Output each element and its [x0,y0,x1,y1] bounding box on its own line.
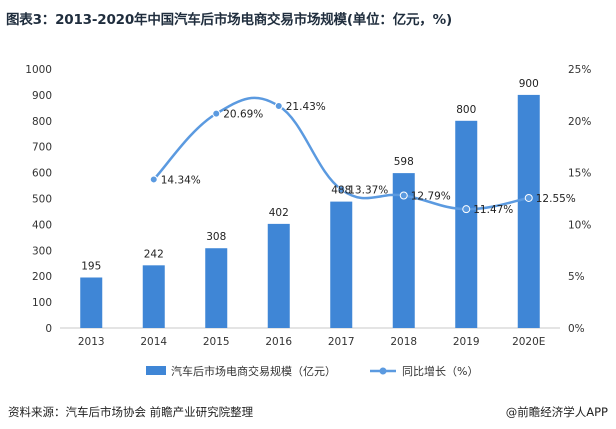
bar [517,94,540,329]
growth-data-label: 13.37% [348,184,388,196]
x-tick-label: 2015 [203,336,230,348]
bar-data-label: 900 [519,78,539,90]
growth-point [274,101,283,110]
growth-point [149,175,158,184]
line-layer [149,96,533,214]
bar-data-label: 308 [206,231,226,243]
y-right-tick-label: 0% [568,323,585,335]
bar [205,248,228,328]
y-right-tick-label: 5% [568,271,585,283]
bar [330,201,353,328]
bar-data-label: 800 [456,104,476,116]
legend-label-bar: 汽车后市场电商交易规模（亿元） [171,364,336,378]
growth-data-label: 20.69% [223,109,263,121]
bar [80,277,103,328]
growth-data-label: 11.47% [473,204,513,216]
legend-swatch-bar [146,366,166,375]
axes-layer: 010020030040050060070080090010000%5%10%1… [25,64,591,348]
y-left-tick-label: 100 [32,297,52,309]
y-right-tick-label: 25% [568,64,591,76]
y-right-tick-label: 15% [568,168,591,180]
growth-data-label: 12.79% [411,190,451,202]
y-right-tick-label: 10% [568,219,591,231]
y-left-tick-label: 900 [32,90,52,102]
y-left-tick-label: 0 [45,323,52,335]
bar-data-label: 488 [331,185,351,197]
y-left-tick-label: 800 [32,116,52,128]
bars-layer [80,94,540,329]
x-tick-label: 2018 [390,336,417,348]
x-tick-label: 2019 [453,336,480,348]
y-right-tick-label: 20% [568,116,591,128]
legend-swatch-line-marker [379,367,387,375]
growth-point [399,191,408,200]
growth-data-label: 14.34% [161,174,201,186]
bar-data-label: 195 [81,260,101,272]
bar-data-label: 598 [394,156,414,168]
bar [455,120,478,328]
bar-data-label: 242 [144,248,164,260]
bar [267,223,290,328]
bar-data-label: 402 [269,207,289,219]
x-tick-label: 2014 [140,336,167,348]
x-tick-label: 2017 [328,336,355,348]
growth-point [212,109,221,118]
credit-note: @前瞻经济学人APP [505,405,608,419]
y-left-tick-label: 1000 [25,64,52,76]
bar [392,173,415,328]
y-left-tick-label: 600 [32,168,52,180]
chart-title: 图表3：2013-2020年中国汽车后市场电商交易市场规模(单位：亿元，%) [6,12,452,28]
legend-layer: 汽车后市场电商交易规模（亿元） 同比增长（%） [146,364,478,378]
growth-data-label: 12.55% [536,193,576,205]
labels-layer: 195 242 308 402 488 598 800 900 14.34% 20.69% 21.4… [81,78,576,273]
x-tick-label: 2013 [78,336,105,348]
source-note: 资料来源：汽车后市场协会 前瞻产业研究院整理 [8,405,254,419]
growth-point [524,193,533,202]
growth-point [337,185,346,194]
growth-data-label: 21.43% [286,101,326,113]
y-left-tick-label: 400 [32,219,52,231]
y-left-tick-label: 300 [32,245,52,257]
x-tick-label: 2016 [265,336,292,348]
x-tick-label: 2020E [512,336,545,348]
y-left-tick-label: 200 [32,271,52,283]
y-left-tick-label: 700 [32,142,52,154]
bar [142,265,165,328]
growth-point [462,205,471,214]
legend-label-line: 同比增长（%） [402,364,478,378]
y-left-tick-label: 500 [32,194,52,206]
